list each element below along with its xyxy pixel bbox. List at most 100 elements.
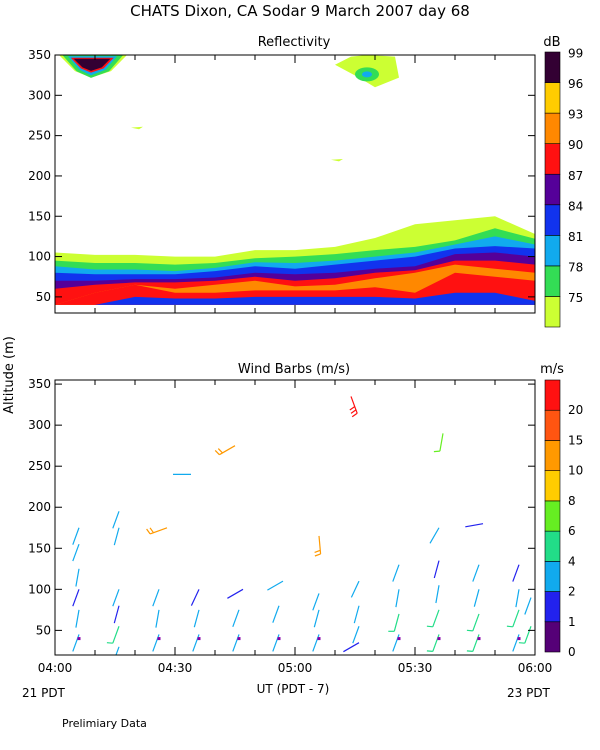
wind-barb — [515, 589, 520, 608]
left-footer: 21 PDT — [22, 686, 66, 700]
wind-barb — [473, 589, 480, 607]
wind-calm-marker — [157, 637, 161, 641]
wind-colorbar-label: 6 — [568, 524, 576, 538]
refl-ytick-label: 200 — [28, 169, 51, 183]
refl-colorbar-swatch — [544, 143, 561, 175]
wind-barb — [433, 433, 444, 453]
wind-barb — [512, 564, 520, 582]
wind-calm-marker — [77, 637, 81, 641]
figure-title: CHATS Dixon, CA Sodar 9 March 2007 day 6… — [130, 2, 470, 20]
refl-colorbar-swatch — [544, 173, 561, 206]
wind-colorbar-swatch — [544, 621, 561, 653]
wind-barb — [146, 527, 168, 535]
refl-colorbar-label: 99 — [568, 47, 583, 61]
wind-barb — [313, 609, 320, 628]
wind-barb — [75, 568, 80, 587]
wind-barb — [426, 634, 440, 652]
refl-colorbar-label: 84 — [568, 199, 583, 213]
wind-barb — [512, 634, 520, 652]
refl-colorbar-label: 87 — [568, 169, 583, 183]
wind-barb — [353, 605, 360, 624]
wind-barb — [75, 609, 80, 628]
refl-colorbar-label: 75 — [568, 291, 583, 305]
wind-barb — [472, 564, 480, 582]
refl-colorbar-swatch — [544, 82, 561, 114]
wind-barb — [152, 589, 160, 607]
wind-barb — [314, 535, 322, 557]
wind-barbs — [72, 396, 532, 655]
wind-barb — [343, 642, 360, 653]
wind-ytick-label: 100 — [28, 582, 51, 596]
wind-barb — [193, 609, 200, 628]
wind-panel: Wind Barbs (m/s) 5010015020025030035004:… — [28, 362, 583, 675]
wind-colorbar-label: 2 — [568, 585, 576, 599]
wind-calm-marker — [277, 637, 281, 641]
wind-barb — [113, 527, 120, 546]
wind-calm-marker — [197, 637, 201, 641]
wind-barb — [72, 543, 80, 562]
wind-barb — [232, 634, 240, 652]
wind-colorbar: 0 1 2 4 6 8 10 15 20 — [544, 379, 583, 659]
x-axis-label: UT (PDT - 7) — [257, 682, 330, 696]
preliminary-note: Prelimiary Data — [62, 717, 147, 730]
wind-colorbar-swatch — [544, 470, 561, 502]
wind-barb — [429, 527, 440, 544]
wind-calm-marker — [397, 637, 401, 641]
reflectivity-blob-core — [73, 58, 111, 71]
refl-ytick-label: 300 — [28, 88, 51, 102]
wind-barb — [192, 634, 200, 652]
refl-colorbar-label: 93 — [568, 108, 583, 122]
wind-xtick-label: 04:30 — [158, 661, 193, 675]
wind-colorbar-label: 20 — [568, 403, 583, 417]
right-footer: 23 PDT — [507, 686, 551, 700]
wind-barb — [312, 593, 320, 611]
wind-axes: 50 100 150 200 250 300 350 04:00 04:30 05:00 05:30… — [28, 377, 552, 675]
refl-colorbar-label: 78 — [568, 260, 583, 274]
reflectivity-band — [55, 292, 535, 305]
refl-ytick-label: 100 — [28, 250, 51, 264]
wind-barb — [388, 613, 400, 632]
wind-barb — [506, 609, 520, 628]
wind-barb — [155, 609, 160, 628]
reflectivity-title: Reflectivity — [258, 35, 331, 50]
wind-ytick-label: 150 — [28, 541, 51, 555]
wind-barb — [395, 589, 400, 608]
wind-colorbar-swatch — [544, 591, 561, 623]
wind-barb — [232, 609, 240, 628]
wind-barb — [272, 605, 280, 623]
wind-colorbar-label: 15 — [568, 433, 583, 447]
wind-barb — [272, 634, 280, 652]
wind-xtick-label: 05:00 — [278, 661, 313, 675]
refl-colorbar-swatch — [544, 112, 561, 144]
reflectivity-axes: 50 100 150 200 250 300 350 — [28, 48, 536, 313]
wind-barb — [112, 511, 120, 529]
refl-ytick-label: 350 — [28, 48, 51, 62]
reflectivity-blob — [131, 126, 143, 130]
wind-colorbar-swatch — [544, 409, 561, 441]
wind-barb — [350, 580, 360, 598]
wind-ytick-label: 200 — [28, 500, 51, 514]
reflectivity-blob-core — [362, 71, 372, 78]
wind-barb — [524, 597, 532, 615]
refl-ytick-label: 150 — [28, 209, 51, 223]
wind-barb — [115, 646, 120, 655]
wind-xtick-label: 06:00 — [518, 661, 553, 675]
wind-ytick-label: 350 — [28, 377, 51, 391]
wind-barb — [72, 634, 80, 652]
wind-barb — [466, 634, 480, 652]
refl-colorbar-label: 96 — [568, 77, 583, 91]
y-axis-label: Altitude (m) — [2, 336, 17, 414]
wind-colorbar-swatch — [544, 440, 561, 471]
wind-colorbar-swatch — [544, 561, 561, 592]
refl-colorbar-swatch — [544, 235, 561, 267]
wind-barb — [465, 523, 484, 528]
wind-barb — [392, 564, 400, 582]
reflectivity-blob — [331, 159, 343, 162]
wind-title: Wind Barbs (m/s) — [238, 362, 350, 377]
wind-ytick-label: 300 — [28, 418, 51, 432]
reflectivity-colorbar-unit: dB — [543, 35, 560, 50]
wind-barb — [466, 613, 480, 632]
wind-barb — [392, 634, 400, 652]
